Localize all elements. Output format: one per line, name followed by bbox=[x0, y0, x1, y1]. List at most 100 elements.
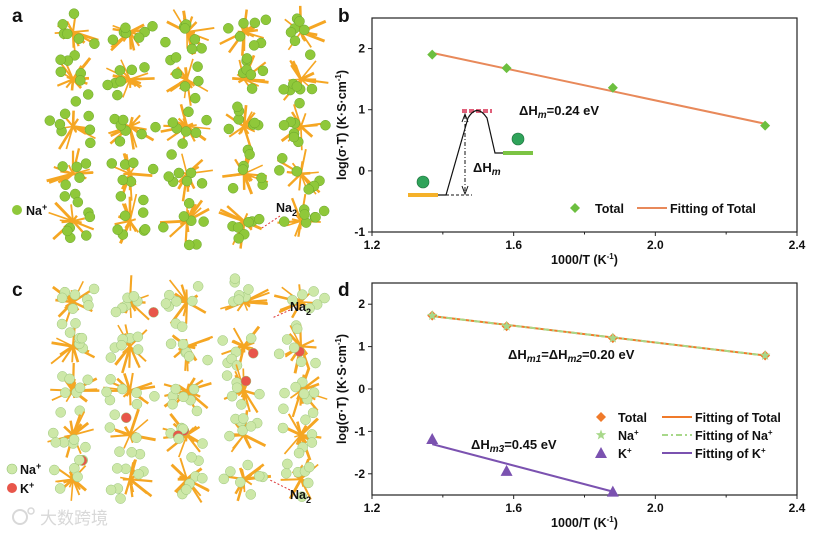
na-ion bbox=[69, 289, 81, 301]
na2-label: Na2 bbox=[290, 300, 311, 317]
na-ion bbox=[291, 323, 303, 335]
activation-energy-annotation: ΔHm1=ΔHm2=0.20 eV bbox=[508, 347, 635, 365]
data-point-total bbox=[607, 82, 618, 93]
data-point-na bbox=[759, 350, 771, 360]
na-ion bbox=[300, 414, 311, 425]
na-ion bbox=[197, 472, 208, 484]
na-ion bbox=[55, 66, 67, 78]
na-ion bbox=[260, 14, 272, 26]
na-ion bbox=[190, 127, 202, 139]
watermark-logo: 大数跨境 bbox=[12, 507, 108, 528]
na-ion bbox=[131, 432, 142, 443]
na-ion bbox=[183, 106, 194, 118]
legend-k: K+ bbox=[20, 480, 34, 496]
na2-arrow bbox=[261, 215, 281, 229]
na-ion bbox=[89, 38, 100, 49]
initial-site-bar bbox=[408, 193, 438, 197]
na-ion bbox=[281, 334, 293, 345]
na-ion bbox=[290, 381, 301, 393]
na-ion bbox=[72, 471, 83, 483]
na-ion bbox=[280, 468, 292, 479]
y-axis-label: log(σ·T) (K·S·cm-1) bbox=[334, 334, 349, 444]
na-ion bbox=[114, 65, 126, 76]
na-ion bbox=[73, 33, 85, 44]
na-ion bbox=[221, 370, 233, 381]
na-ion bbox=[132, 331, 144, 343]
na-ion bbox=[299, 209, 310, 220]
na-ion bbox=[233, 294, 244, 305]
activation-energy-annotation: ΔHm=0.24 eV bbox=[519, 103, 599, 121]
na-ion bbox=[198, 216, 209, 227]
na-ion bbox=[70, 96, 82, 107]
na-ion bbox=[196, 178, 208, 189]
na-legend-marker bbox=[6, 463, 18, 475]
na-ion bbox=[183, 239, 195, 251]
y-tick-label: 0 bbox=[358, 164, 365, 178]
na-ion bbox=[81, 230, 92, 241]
na-ion bbox=[163, 171, 174, 182]
na-ion bbox=[84, 124, 96, 135]
na-ion bbox=[291, 166, 303, 177]
na-ion bbox=[237, 425, 248, 436]
panel-label-b: b bbox=[338, 6, 350, 27]
data-point-na bbox=[607, 332, 619, 343]
panel-label-c: c bbox=[12, 280, 23, 301]
na-ion bbox=[186, 452, 197, 463]
na-ion bbox=[44, 115, 56, 126]
na-ion bbox=[302, 477, 314, 489]
fit-line-fitting-of-total bbox=[432, 315, 766, 357]
na-ion bbox=[291, 81, 303, 92]
chart-b: 1.2 1.6 2.0 2.4 -1 0 1 2 1000/T (K-1) log(σ·T) (K… bbox=[334, 17, 806, 267]
na-ion bbox=[112, 224, 123, 235]
na-ion bbox=[218, 473, 230, 485]
na-ion bbox=[55, 54, 66, 65]
na-ion bbox=[102, 79, 113, 91]
na-ion bbox=[238, 413, 249, 424]
inset-delta-h-label: ΔHm bbox=[473, 160, 501, 178]
na-ion bbox=[109, 409, 121, 420]
na-ion bbox=[105, 484, 117, 496]
x-axis-label: 1000/T (K-1) bbox=[551, 515, 618, 530]
na-ion bbox=[180, 126, 192, 137]
na-ion bbox=[238, 17, 249, 29]
panel-label-a: a bbox=[12, 6, 23, 27]
na-ion bbox=[115, 493, 126, 504]
na-ion bbox=[50, 437, 62, 448]
na-ion bbox=[224, 430, 235, 442]
na-ion bbox=[243, 216, 254, 228]
na-ion bbox=[64, 373, 75, 385]
na-ion bbox=[293, 447, 305, 459]
ion-sphere bbox=[511, 132, 525, 146]
x-tick-label: 2.4 bbox=[789, 501, 806, 515]
na2-label: Na2 bbox=[290, 488, 311, 505]
y-tick-label: 1 bbox=[358, 340, 365, 354]
x-tick-label: 2.0 bbox=[647, 501, 664, 515]
na-ion bbox=[167, 399, 178, 410]
na-ion bbox=[55, 407, 66, 418]
na-ion bbox=[147, 21, 158, 32]
na-ion bbox=[56, 318, 68, 330]
na-ion bbox=[107, 34, 119, 45]
na-ion bbox=[83, 300, 94, 311]
structure-image-a bbox=[44, 5, 331, 251]
na-ion bbox=[138, 194, 149, 206]
na-ion bbox=[241, 53, 253, 64]
na-ion bbox=[85, 137, 96, 149]
na-ion bbox=[179, 81, 191, 92]
k-ion bbox=[248, 347, 259, 359]
na-ion bbox=[279, 387, 290, 399]
legend-label-total: Total bbox=[595, 202, 624, 216]
na-ion bbox=[80, 158, 92, 169]
activation-energy-annotation: ΔHm3=0.45 eV bbox=[471, 437, 557, 455]
na-ion bbox=[82, 89, 94, 100]
y-tick-label: 2 bbox=[358, 297, 365, 311]
na-ion bbox=[276, 153, 288, 164]
na-ion bbox=[56, 292, 68, 304]
data-point-total bbox=[427, 49, 438, 60]
na-ion bbox=[47, 427, 59, 439]
na-ion bbox=[71, 161, 83, 173]
na-ion bbox=[62, 225, 73, 237]
data-point-na bbox=[501, 320, 512, 331]
na-ion bbox=[245, 333, 257, 344]
na-ion bbox=[84, 211, 96, 223]
